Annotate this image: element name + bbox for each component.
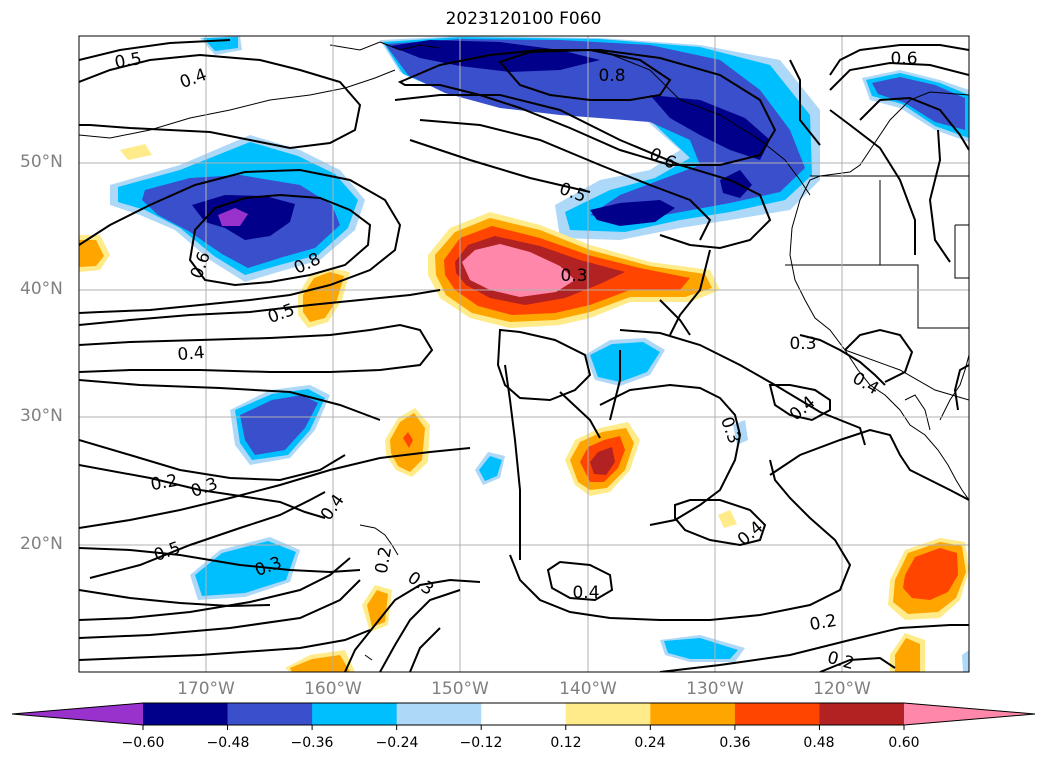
lat-label-20n: 20°N [20,534,63,554]
colorbar-segments [143,703,905,725]
colorbar-segment [650,703,736,725]
colorbar-tick-label: 0.60 [888,735,920,751]
lat-label-50n: 50°N [20,152,63,172]
colorbar-segment [819,703,905,725]
contour-label: 0.5 [151,538,183,566]
contour-label: 0.4 [177,65,209,93]
colorbar-tick-label: −0.24 [375,735,419,751]
coastline-layer [79,41,969,661]
contour-label: 0.5 [265,300,297,328]
colorbar-min-extension [12,703,143,725]
colorbar-segment [312,703,398,725]
contour-label: 0.2 [808,611,838,635]
colorbar-tick-label: 0.24 [634,735,666,751]
graticule [79,36,969,672]
colorbar-tick-label: 0.48 [803,735,835,751]
shaded-anomaly-layer [79,36,969,672]
map-title: 2023120100 F060 [445,9,602,29]
contour-label: 0.3 [404,568,438,600]
colorbar-tick-label: −0.36 [290,735,334,751]
contour-label: 0.4 [786,392,820,425]
contour-label: 0.2 [149,471,179,495]
plot-frame [78,35,970,673]
colorbar-segment [481,703,567,725]
colorbar-tick-marks [142,725,905,730]
contour-label: 0.8 [598,66,625,86]
colorbar-segment [143,703,229,725]
lon-label-160w: 160°W [304,679,362,699]
contour-label: 0.3 [560,266,587,286]
contour-label: 0.4 [177,343,206,365]
contour-label: 0.4 [572,583,599,603]
contour-label: 0.3 [789,334,816,354]
lon-label-170w: 170°W [177,679,235,699]
colorbar [11,702,1036,730]
lon-label-150w: 150°W [431,679,489,699]
contour-label: 0.3 [188,474,220,502]
contour-label: 0.5 [113,49,143,73]
colorbar-tick-label: −0.60 [121,735,165,751]
colorbar-tick-label: −0.12 [459,735,503,751]
lon-label-120w: 120°W [813,679,871,699]
contour-label: 0.6 [890,49,917,69]
lon-label-140w: 140°W [559,679,617,699]
colorbar-max-extension [904,703,1035,725]
colorbar-tick-label: 0.12 [550,735,582,751]
colorbar-tick-label: −0.48 [206,735,250,751]
contour-label: 0.4 [849,368,882,399]
colorbar-segment [227,703,313,725]
colorbar-segment [734,703,820,725]
colorbar-segment [396,703,482,725]
contour-label: 0.2 [825,648,856,674]
lat-label-40n: 40°N [20,279,63,299]
contour-label: 0.2 [372,545,396,575]
contour-lines [79,39,969,672]
lon-label-130w: 130°W [686,679,744,699]
colorbar-segment [565,703,651,725]
lat-label-30n: 30°N [20,406,63,426]
contour-label: 0.4 [317,491,349,525]
colorbar-tick-label: 0.36 [719,735,751,751]
